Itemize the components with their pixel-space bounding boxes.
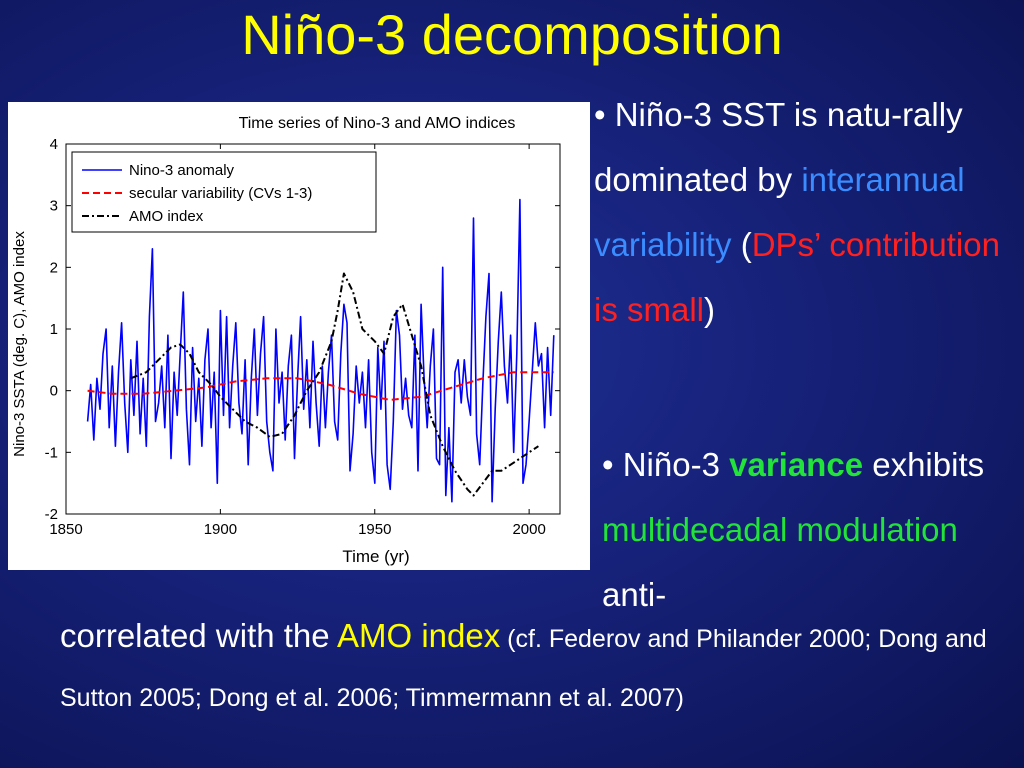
citation-text: (cf. Federov and Philander 2000; Dong an… <box>60 625 987 712</box>
nino3-amo-chart: Time series of Nino-3 and AMO indices -2… <box>11 115 561 566</box>
legend-label: AMO index <box>129 208 204 225</box>
dps-contribution-text: DPs’ contribution is small <box>594 226 1000 328</box>
amo-index-text: AMO index <box>337 617 501 654</box>
x-tick-label: 1850 <box>49 521 82 538</box>
y-tick-label: 3 <box>50 198 58 215</box>
bullet2-prefix: • Niño-3 <box>602 446 730 483</box>
multidecadal-modulation-text: multidecadal modulation <box>602 511 958 548</box>
interannual-variability-text: interannual variability <box>594 161 965 263</box>
y-axis-label: Nino-3 SSTA (deg. C), AMO index <box>11 231 28 457</box>
legend-box <box>71 151 377 233</box>
bottom-lead: correlated with the <box>60 617 337 654</box>
x-axis-label: Time (yr) <box>342 547 409 566</box>
bullet1-open-paren: ( <box>731 226 752 263</box>
variance-text: variance <box>729 446 864 483</box>
chart-legend: Nino-3 anomaly secular variability (CVs 1… <box>71 151 377 233</box>
y-tick-label: 2 <box>50 259 58 276</box>
series-layer <box>86 198 555 503</box>
y-axis-ticks: -2 -1 0 1 2 3 4 <box>45 136 560 523</box>
legend-label: Nino-3 anomaly <box>129 162 235 179</box>
x-tick-label: 2000 <box>512 521 545 538</box>
y-tick-label: -1 <box>45 444 58 461</box>
legend-label: secular variability (CVs 1-3) <box>129 185 312 202</box>
chart-title: Time series of Nino-3 and AMO indices <box>239 115 516 132</box>
bullet1-prefix: • Niño-3 SST is natu-rally dominated by <box>594 96 963 198</box>
y-tick-label: 1 <box>50 321 58 338</box>
bullet2-mid2: anti- <box>602 576 667 613</box>
bottom-text: correlated with the AMO index (cf. Feder… <box>60 608 990 726</box>
bullet1-close-paren: ) <box>704 291 716 328</box>
y-tick-label: -2 <box>45 506 58 523</box>
bullet-variance: • Niño-3 variance exhibits multidecadal … <box>602 432 1024 627</box>
x-tick-label: 1900 <box>204 521 237 538</box>
slide-title: Niño-3 decomposition <box>241 3 783 66</box>
chart-figure: Time series of Nino-3 and AMO indices -2… <box>8 102 590 570</box>
series-line-0 <box>86 198 555 503</box>
x-tick-label: 1950 <box>358 521 391 538</box>
x-axis-ticks: 1850 1900 1950 2000 <box>49 144 546 538</box>
series-line-2 <box>130 272 539 497</box>
bullet-interannual: • Niño-3 SST is natu-rally dominated by … <box>594 82 1024 342</box>
bullet2-mid1: exhibits <box>863 446 985 483</box>
y-tick-label: 4 <box>50 136 58 153</box>
y-tick-label: 0 <box>50 383 58 400</box>
